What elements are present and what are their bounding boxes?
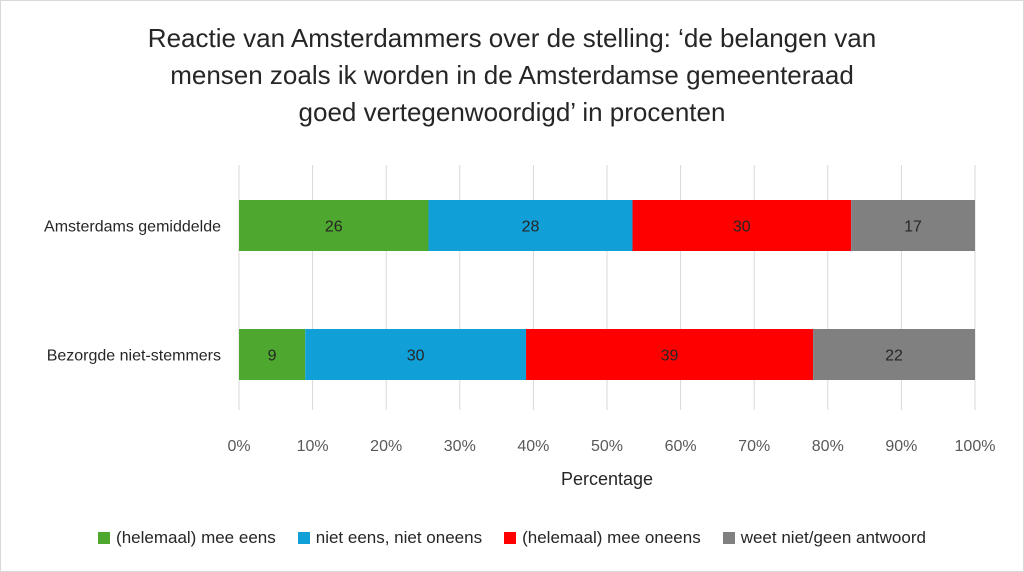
x-tick-label: 100% xyxy=(955,438,996,455)
legend-label: niet eens, niet oneens xyxy=(315,528,483,547)
category-label: Bezorgde niet-stemmers xyxy=(47,348,221,365)
title-line-3: goed vertegenwoordigd’ in procenten xyxy=(298,97,726,127)
x-tick-label: 0% xyxy=(227,438,250,455)
legend-swatch xyxy=(722,532,735,544)
x-tick-label: 70% xyxy=(738,438,770,455)
bar-segment xyxy=(632,200,852,251)
x-tick-label: 90% xyxy=(885,438,917,455)
data-label: 28 xyxy=(522,219,540,236)
x-tick-label: 10% xyxy=(297,438,329,455)
legend: (helemaal) mee eens niet eens, niet oneen… xyxy=(0,528,1024,548)
data-label: 17 xyxy=(904,219,922,236)
category-label: Amsterdams gemiddelde xyxy=(44,219,221,236)
data-label: 30 xyxy=(733,219,751,236)
bar-segment xyxy=(526,329,814,380)
legend-item: niet eens, niet oneens xyxy=(297,528,483,548)
bar-segment xyxy=(813,329,975,380)
legend-item: (helemaal) mee eens xyxy=(98,528,276,548)
legend-label: (helemaal) mee eens xyxy=(116,528,276,547)
x-axis-title: Percentage xyxy=(561,469,653,489)
bar-segment xyxy=(305,329,527,380)
title-line-1: Reactie van Amsterdammers over de stelli… xyxy=(147,23,877,53)
legend-item: (helemaal) mee oneens xyxy=(504,528,701,548)
title-line-2: mensen zoals ik worden in de Amsterdamse… xyxy=(170,60,854,90)
x-tick-label: 40% xyxy=(517,438,549,455)
x-tick-label: 30% xyxy=(444,438,476,455)
bar-segment xyxy=(239,329,306,380)
x-tick-label: 60% xyxy=(665,438,697,455)
data-label: 9 xyxy=(268,348,277,365)
legend-item: weet niet/geen antwoord xyxy=(722,528,926,548)
legend-label: (helemaal) mee oneens xyxy=(522,528,701,547)
legend-swatch xyxy=(297,532,310,544)
data-label: 39 xyxy=(661,348,679,365)
legend-swatch xyxy=(98,532,111,544)
bar-segment xyxy=(428,200,633,251)
chart-title: Reactie van Amsterdammers over de stelli… xyxy=(0,20,1024,131)
x-tick-label: 50% xyxy=(591,438,623,455)
legend-swatch xyxy=(504,532,517,544)
bar-segment xyxy=(851,200,975,251)
x-tick-label: 20% xyxy=(370,438,402,455)
data-label: 30 xyxy=(407,348,425,365)
legend-label: weet niet/geen antwoord xyxy=(740,528,926,547)
bar-segment xyxy=(239,200,429,251)
data-label: 26 xyxy=(325,219,343,236)
x-tick-label: 80% xyxy=(812,438,844,455)
data-label: 22 xyxy=(885,348,903,365)
